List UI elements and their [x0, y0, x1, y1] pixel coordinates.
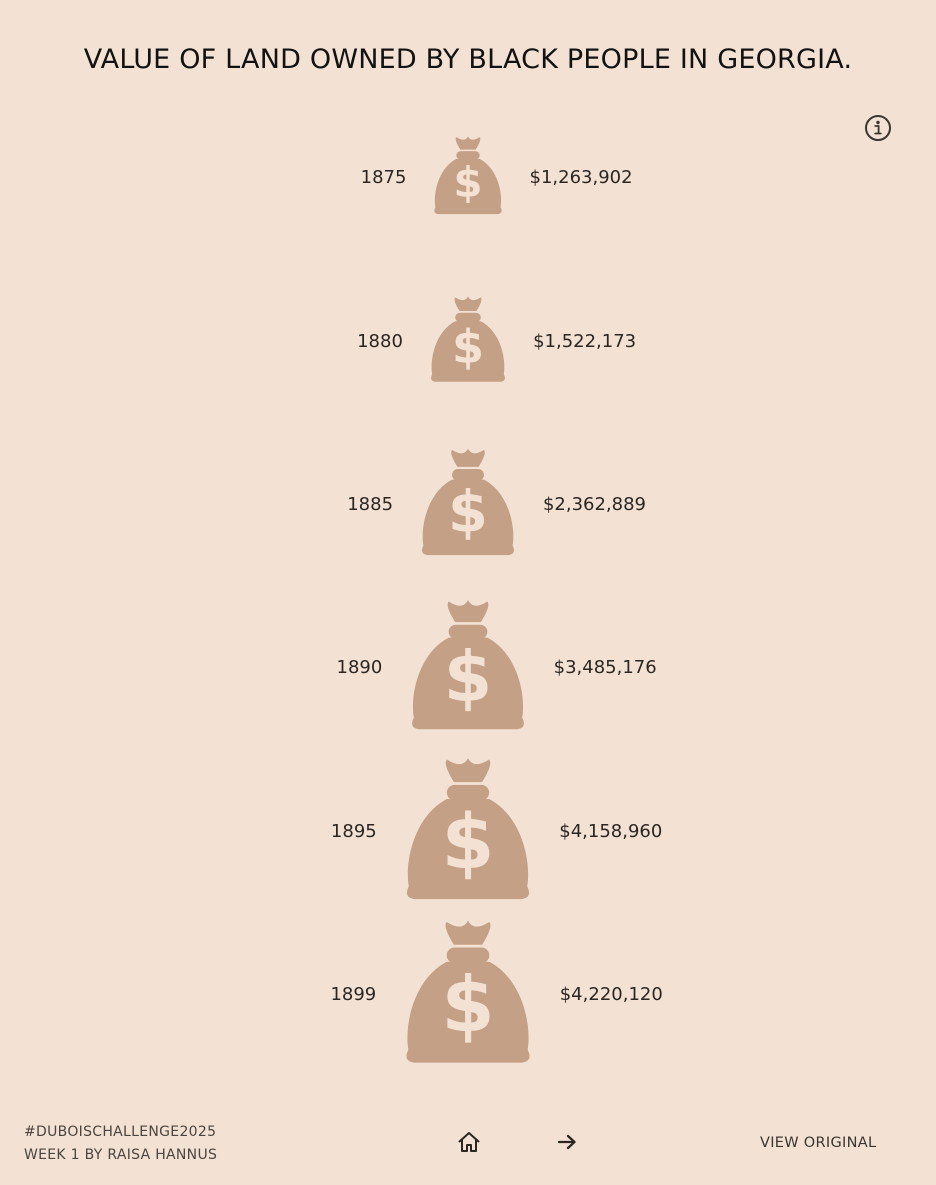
view-original-link[interactable]: VIEW ORIGINAL	[760, 1135, 877, 1151]
money-bag-mark: $	[406, 920, 530, 1063]
money-bag-mark: $	[421, 448, 515, 556]
footer-credits: #DUBOISCHALLENGE2025 WEEK 1 BY RAISA HAN…	[24, 1121, 217, 1167]
money-bag-mark: $	[406, 758, 530, 900]
svg-text:$: $	[453, 158, 482, 207]
info-icon[interactable]	[863, 113, 893, 143]
money-bag-chart: $1875 $1,263,902 $1880 $1,522,173 $1885 $2,36…	[330, 136, 663, 1063]
year-label: 1890	[337, 657, 383, 678]
money-bag-mark: $	[412, 600, 524, 730]
year-label: 1895	[331, 821, 377, 842]
home-icon[interactable]	[456, 1129, 482, 1155]
money-bag-mark: $	[431, 296, 505, 382]
svg-text:$: $	[444, 637, 492, 718]
hashtag-label: #DUBOISCHALLENGE2025	[24, 1124, 217, 1140]
value-label: $3,485,176	[554, 657, 657, 678]
svg-text:$: $	[452, 320, 484, 374]
svg-text:$: $	[441, 961, 494, 1050]
value-label: $4,158,960	[559, 821, 662, 842]
value-label: $4,220,120	[560, 984, 663, 1005]
year-label: 1885	[347, 494, 393, 515]
year-label: 1899	[330, 984, 376, 1005]
chart-title: VALUE OF LAND OWNED BY BLACK PEOPLE IN G…	[83, 44, 853, 75]
svg-text:$: $	[442, 797, 495, 886]
value-label: $1,522,173	[533, 331, 636, 352]
value-label: $2,362,889	[543, 494, 646, 515]
arrow-right-icon[interactable]	[555, 1130, 579, 1154]
svg-text:$: $	[448, 479, 488, 546]
money-bag-mark: $	[434, 136, 502, 215]
year-label: 1875	[361, 167, 407, 188]
year-label: 1880	[357, 331, 403, 352]
credit-label: WEEK 1 BY RAISA HANNUS	[24, 1147, 218, 1163]
value-label: $1,263,902	[530, 167, 633, 188]
